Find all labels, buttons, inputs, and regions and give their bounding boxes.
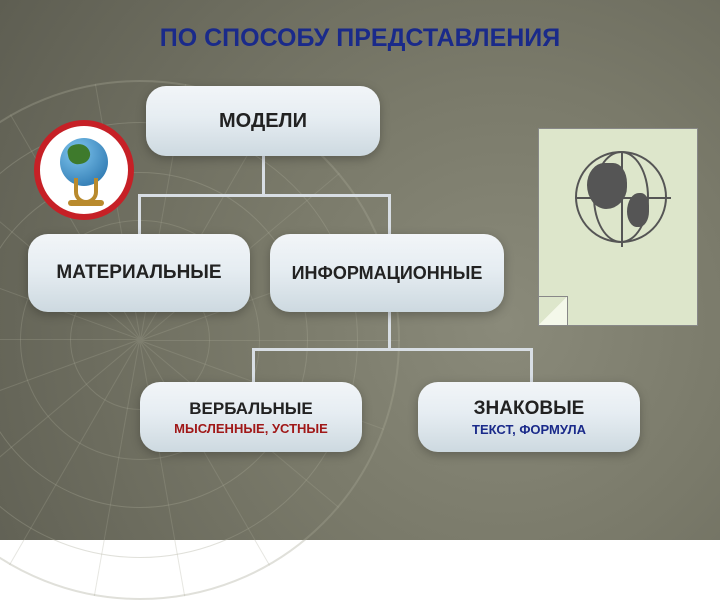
- node-mat: МАТЕРИАЛЬНЫЕ: [28, 234, 250, 312]
- node-sublabel: МЫСЛЕННЫЕ, УСТНЫЕ: [174, 421, 328, 436]
- connector: [252, 348, 532, 351]
- node-verbal: ВЕРБАЛЬНЫЕ МЫСЛЕННЫЕ, УСТНЫЕ: [140, 382, 362, 452]
- node-sign: ЗНАКОВЫЕ ТЕКСТ, ФОРМУЛА: [418, 382, 640, 452]
- connector: [530, 348, 533, 382]
- paper-globe-icon: [538, 128, 698, 326]
- connector: [262, 156, 265, 194]
- connector: [252, 348, 255, 382]
- node-label: МОДЕЛИ: [219, 110, 307, 133]
- node-root: МОДЕЛИ: [146, 86, 380, 156]
- page-title: ПО СПОСОБУ ПРЕДСТАВЛЕНИЯ: [0, 24, 720, 53]
- node-label: МАТЕРИАЛЬНЫЕ: [56, 262, 221, 284]
- node-label: ИНФОРМАЦИОННЫЕ: [292, 263, 483, 284]
- node-sublabel: ТЕКСТ, ФОРМУЛА: [472, 422, 586, 437]
- connector: [388, 194, 391, 234]
- connector: [138, 194, 390, 197]
- node-label: ЗНАКОВЫЕ: [474, 398, 585, 420]
- connector: [138, 194, 141, 234]
- globe-icon: [34, 120, 134, 220]
- connector: [388, 312, 391, 348]
- node-label: ВЕРБАЛЬНЫЕ: [189, 399, 312, 419]
- node-info: ИНФОРМАЦИОННЫЕ: [270, 234, 504, 312]
